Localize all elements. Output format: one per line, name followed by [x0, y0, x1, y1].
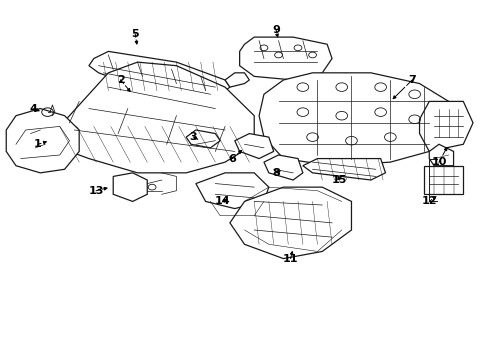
Text: 1: 1 — [34, 139, 41, 149]
Polygon shape — [6, 109, 79, 173]
Text: 12: 12 — [421, 197, 436, 206]
Text: 15: 15 — [331, 175, 346, 185]
Polygon shape — [239, 37, 331, 80]
Polygon shape — [113, 173, 147, 202]
Text: 5: 5 — [131, 28, 139, 39]
Polygon shape — [89, 51, 229, 98]
Polygon shape — [229, 187, 351, 258]
Text: 6: 6 — [228, 154, 236, 163]
Polygon shape — [196, 173, 268, 208]
Text: 10: 10 — [430, 157, 446, 167]
Polygon shape — [186, 130, 220, 148]
Text: 9: 9 — [272, 25, 280, 35]
Text: 8: 8 — [272, 168, 280, 178]
Polygon shape — [419, 102, 472, 152]
Polygon shape — [302, 158, 385, 180]
Text: 2: 2 — [117, 75, 124, 85]
Polygon shape — [224, 73, 249, 87]
Text: 14: 14 — [214, 197, 230, 206]
Polygon shape — [424, 166, 462, 194]
Polygon shape — [234, 134, 273, 158]
Text: 7: 7 — [407, 75, 415, 85]
Text: 13: 13 — [88, 186, 103, 196]
Polygon shape — [50, 62, 254, 173]
Polygon shape — [259, 73, 448, 166]
Polygon shape — [428, 144, 453, 166]
Text: 4: 4 — [29, 104, 37, 113]
Text: 11: 11 — [283, 253, 298, 264]
Text: 3: 3 — [189, 132, 197, 142]
Polygon shape — [264, 155, 302, 180]
